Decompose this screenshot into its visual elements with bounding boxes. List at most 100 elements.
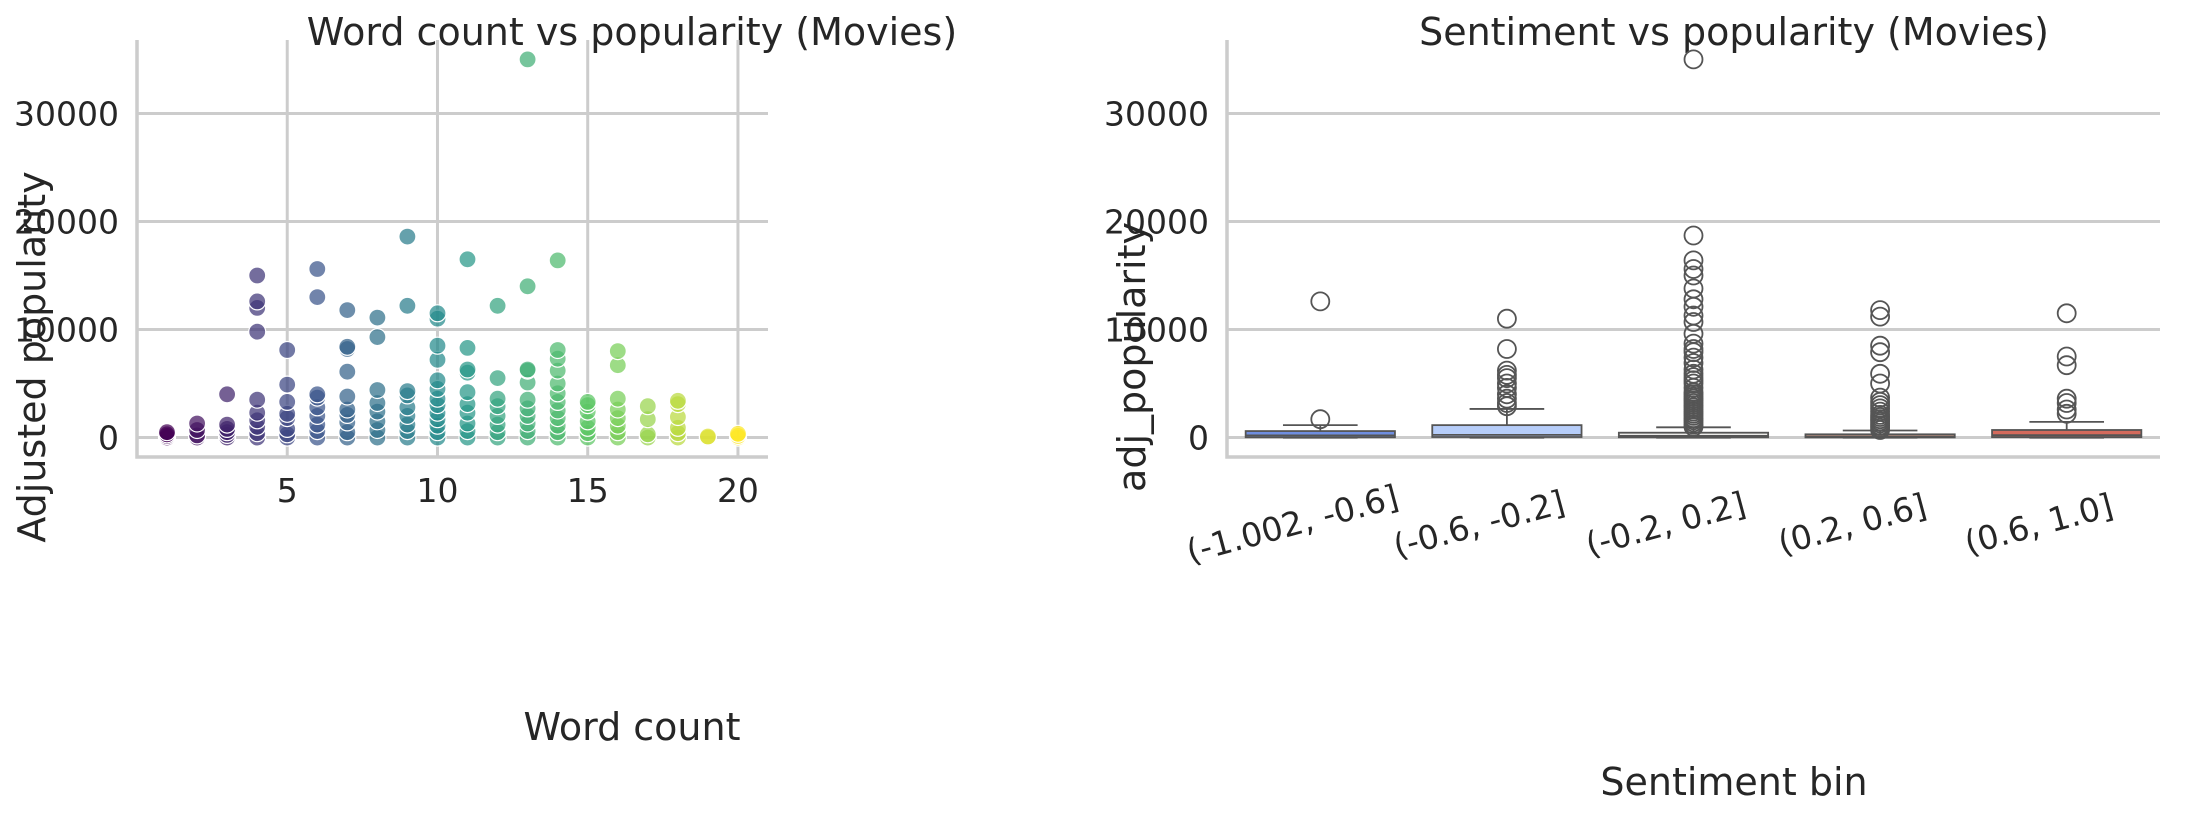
boxplot-x-tick-label: (-1.002, -0.6] bbox=[1182, 477, 1402, 571]
boxplot-outlier bbox=[1497, 373, 1517, 394]
boxplot-outlier bbox=[1497, 393, 1517, 413]
scatter-point bbox=[578, 392, 597, 411]
boxplot-y-tick-label: 0 bbox=[1188, 419, 1209, 458]
boxplot-outlier bbox=[1870, 363, 1890, 384]
scatter-point bbox=[638, 425, 657, 444]
boxplot-outlier bbox=[1870, 373, 1890, 394]
boxplot-outlier bbox=[1497, 339, 1517, 359]
boxplot-outlier bbox=[1497, 388, 1517, 409]
scatter-point bbox=[548, 251, 567, 270]
scatter-point bbox=[398, 227, 417, 246]
scatter-y-tick-label: 30000 bbox=[14, 94, 119, 133]
scatter-point bbox=[518, 50, 537, 69]
scatter-point bbox=[518, 360, 537, 379]
boxplot-outlier bbox=[1683, 363, 1704, 384]
scatter-point bbox=[278, 340, 297, 360]
boxplot-outlier bbox=[1683, 250, 1704, 271]
scatter-point bbox=[308, 259, 327, 279]
boxplot-outlier bbox=[1310, 291, 1331, 312]
scatter-point bbox=[458, 250, 477, 269]
scatter-axes: 5 10 15 20 0 10000 20000 30000 bbox=[14, 40, 768, 510]
boxplot-title: Sentiment vs popularity (Movies) bbox=[1419, 10, 2049, 54]
scatter-point bbox=[488, 389, 507, 408]
boxplot-outlier bbox=[1683, 312, 1704, 332]
scatter-point bbox=[488, 369, 507, 388]
boxplot-outlier bbox=[1497, 364, 1517, 385]
scatter-point bbox=[368, 328, 387, 347]
boxplot-outlier bbox=[1683, 353, 1704, 373]
scatter-x-tick-label: 20 bbox=[717, 471, 759, 510]
scatter-point bbox=[428, 304, 447, 323]
scatter-point bbox=[548, 340, 567, 360]
boxplot-outlier bbox=[2056, 388, 2077, 409]
scatter-point bbox=[458, 338, 477, 357]
scatter-point bbox=[458, 383, 477, 402]
scatter-point bbox=[218, 385, 237, 404]
boxplot-x-tick-label: (-0.6, -0.2] bbox=[1389, 482, 1569, 565]
boxplot-panel: Sentiment vs popularity (Movies) Sentime… bbox=[1104, 10, 2160, 804]
scatter-point bbox=[338, 362, 357, 381]
scatter-point bbox=[338, 337, 357, 356]
boxplot-axes: 0 10000 20000 30000 (-1.002, -0.6](-0.6, -0.… bbox=[1104, 40, 2160, 571]
boxplot-xlabel: Sentiment bin bbox=[1600, 760, 1867, 804]
scatter-title: Word count vs popularity (Movies) bbox=[307, 10, 957, 54]
boxplot-y-tick-label: 20000 bbox=[1104, 202, 1209, 241]
boxplot-outlier bbox=[1683, 339, 1704, 359]
scatter-point bbox=[518, 390, 537, 409]
scatter-point bbox=[698, 427, 718, 446]
scatter-point bbox=[278, 392, 297, 411]
boxplot-box bbox=[1431, 424, 1583, 438]
scatter-panel: Word count vs popularity (Movies) Word c… bbox=[10, 10, 957, 749]
scatter-point bbox=[668, 391, 688, 410]
scatter-point bbox=[188, 414, 207, 433]
boxplot-outlier bbox=[1683, 265, 1704, 286]
boxplot-x-tick-label: (0.2, 0.6] bbox=[1774, 485, 1931, 562]
scatter-spines bbox=[135, 40, 768, 459]
boxplot-outlier bbox=[1683, 49, 1704, 70]
boxplot-outlier bbox=[1870, 335, 1890, 356]
boxplot-outlier bbox=[2056, 346, 2077, 367]
boxplot-outlier bbox=[1870, 300, 1890, 321]
boxplot-spines bbox=[1225, 40, 2160, 459]
scatter-y-tick-label: 0 bbox=[98, 419, 119, 458]
boxplot-outlier bbox=[2056, 403, 2077, 424]
scatter-point bbox=[248, 390, 267, 409]
boxplot-outlier bbox=[1310, 409, 1331, 430]
scatter-point bbox=[608, 342, 627, 361]
scatter-points bbox=[157, 50, 748, 447]
scatter-ylabel: Adjusted popularity bbox=[10, 171, 54, 542]
scatter-point bbox=[278, 375, 297, 394]
scatter-point bbox=[398, 296, 417, 315]
scatter-point bbox=[428, 336, 447, 355]
boxplot-outlier bbox=[1683, 333, 1704, 354]
boxplot-outlier bbox=[2056, 393, 2077, 413]
scatter-point bbox=[368, 380, 387, 400]
boxplot-outlier bbox=[1683, 278, 1704, 299]
scatter-point bbox=[248, 266, 267, 285]
boxplot-outlier bbox=[1497, 308, 1517, 329]
scatter-point bbox=[157, 423, 177, 442]
boxplot-box-group bbox=[1431, 308, 1583, 439]
boxplot-outlier bbox=[1683, 305, 1704, 326]
boxplot-outlier bbox=[1683, 289, 1704, 310]
boxplot-box-group bbox=[1617, 49, 1770, 439]
boxplot-outlier bbox=[1870, 342, 1890, 363]
boxplot-x-tick-label: (0.6, 1.0] bbox=[1960, 485, 2117, 562]
boxplot-outlier bbox=[1870, 306, 1890, 327]
scatter-point bbox=[518, 277, 537, 296]
scatter-xlabel: Word count bbox=[524, 705, 741, 749]
boxplot-ylabel: adj_popularity bbox=[1110, 222, 1154, 492]
boxplot-boxes bbox=[1244, 49, 2143, 440]
scatter-point bbox=[308, 288, 327, 307]
boxplot-outlier bbox=[1683, 347, 1704, 368]
boxplot-y-tick-label: 10000 bbox=[1104, 311, 1209, 350]
scatter-point bbox=[398, 382, 417, 401]
scatter-point bbox=[338, 387, 357, 406]
scatter-point bbox=[338, 301, 357, 320]
boxplot-outlier bbox=[2056, 355, 2077, 376]
boxplot-box bbox=[1991, 429, 2143, 439]
scatter-point bbox=[428, 371, 447, 390]
scatter-x-tick-label: 10 bbox=[416, 471, 458, 510]
boxplot-outlier bbox=[1683, 259, 1704, 279]
scatter-x-tick-label: 15 bbox=[567, 471, 609, 510]
